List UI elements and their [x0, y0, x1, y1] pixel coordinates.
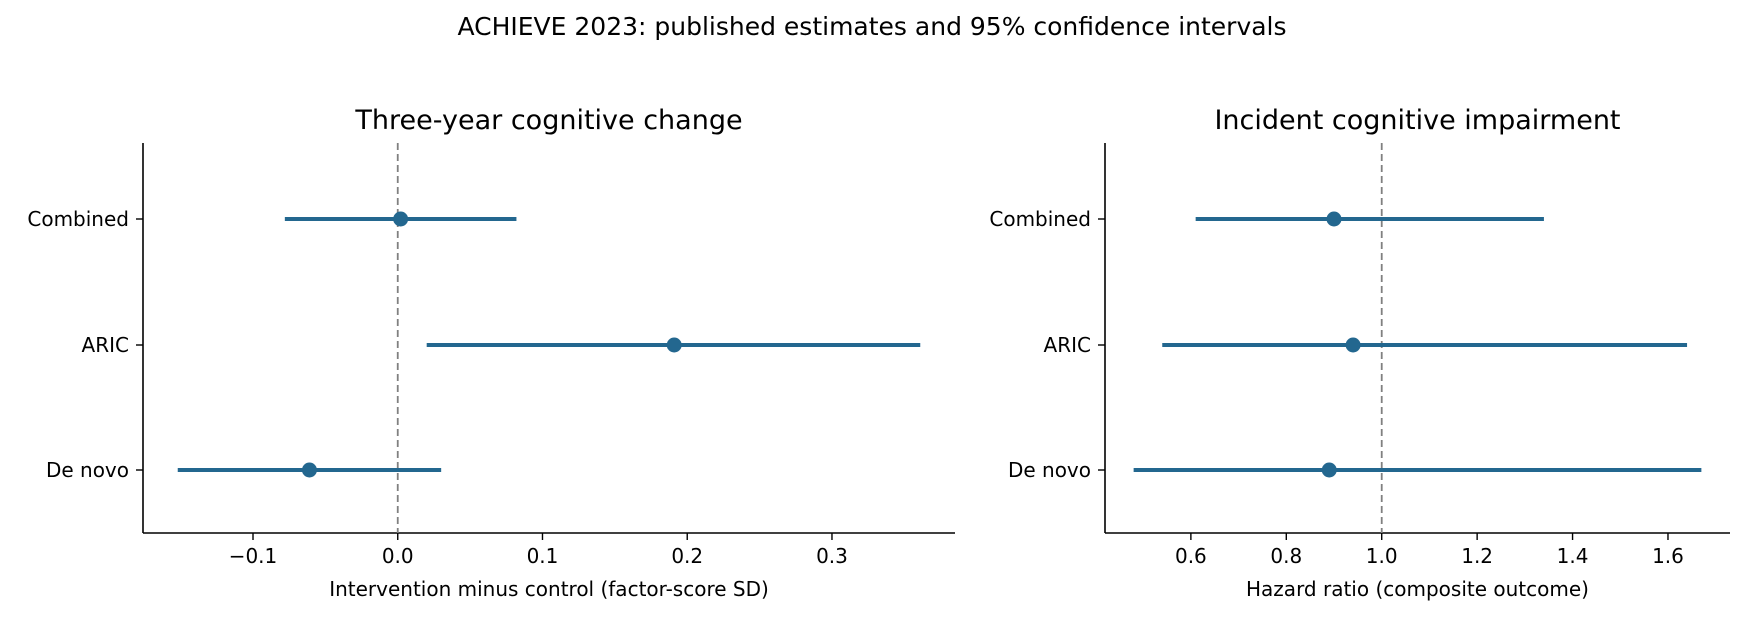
x-tick-label: 1.4 [1557, 544, 1589, 568]
estimate-point [301, 462, 317, 478]
estimate-point [666, 337, 682, 353]
x-tick-label: 0.2 [671, 544, 703, 568]
y-tick-label: ARIC [82, 333, 129, 357]
estimate-point [1321, 462, 1337, 478]
x-tick-label: 0.8 [1270, 544, 1302, 568]
x-tick-label: −0.1 [229, 544, 278, 568]
panel-title: Incident cognitive impairment [1214, 105, 1620, 136]
estimate-point [1326, 211, 1342, 227]
x-tick-label: 1.0 [1366, 544, 1398, 568]
x-axis-label: Intervention minus control (factor-score… [329, 577, 769, 601]
panel-cognitive-impairment: Incident cognitive impairment 0.6 0.8 1.0 1.… [989, 105, 1730, 601]
y-tick-label: Combined [27, 207, 129, 231]
x-axis-label: Hazard ratio (composite outcome) [1246, 577, 1589, 601]
y-tick-label: ARIC [1044, 333, 1091, 357]
x-tick-label: 1.6 [1652, 544, 1684, 568]
estimate-point [393, 211, 409, 227]
y-tick-label: De novo [46, 458, 129, 482]
panel-title: Three-year cognitive change [354, 105, 742, 136]
y-tick-label: Combined [989, 207, 1091, 231]
x-tick-label: 0.3 [816, 544, 848, 568]
panel-cognitive-change: Three-year cognitive change −0.1 0.0 0.1 0.2… [27, 105, 955, 601]
estimate-point [1345, 337, 1361, 353]
x-tick-label: 0.6 [1175, 544, 1207, 568]
x-tick-label: 1.2 [1461, 544, 1493, 568]
y-tick-label: De novo [1008, 458, 1091, 482]
figure-suptitle: ACHIEVE 2023: published estimates and 95… [457, 12, 1286, 41]
x-tick-label: 0.1 [527, 544, 559, 568]
x-tick-label: 0.0 [382, 544, 414, 568]
